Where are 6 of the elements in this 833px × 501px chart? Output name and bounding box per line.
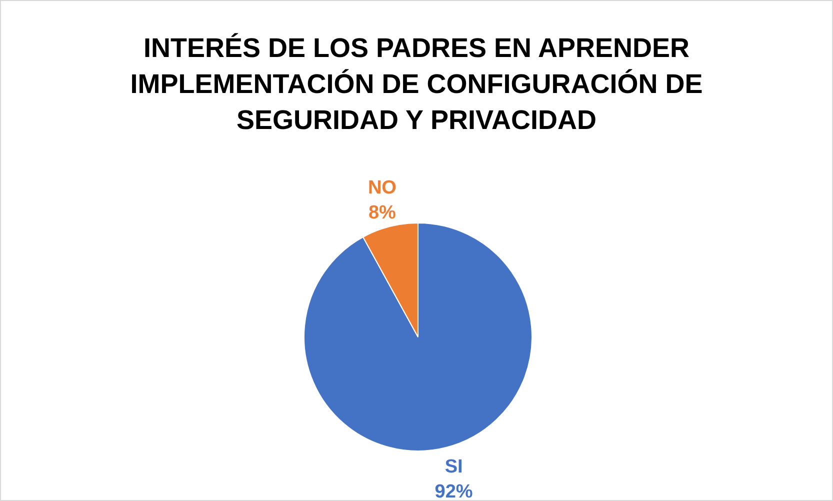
- slice-label: SI: [444, 456, 463, 478]
- slice-label: NO: [368, 178, 396, 199]
- data-label: 8%: [368, 202, 396, 224]
- data-label: 92%: [434, 481, 473, 501]
- chart-title: INTERÉS DE LOS PADRES EN APRENDER IMPLEMENTACIÓN DE CONFIGURACIÓN DE SEGURIDAD Y PRIVACIDAD: [130, 33, 703, 135]
- pie-slice: [304, 222, 532, 452]
